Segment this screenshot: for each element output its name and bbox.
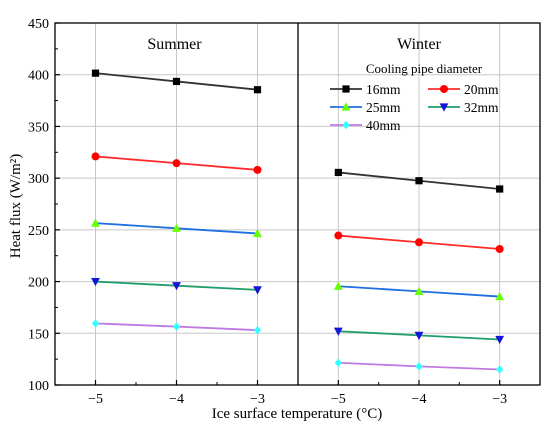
data-point-16mm xyxy=(496,185,504,193)
x-tick-label: −5 xyxy=(88,392,103,407)
x-tick-label: −5 xyxy=(331,392,346,407)
legend-item-20mm: 20mm xyxy=(428,82,499,97)
x-tick-label: −3 xyxy=(492,392,507,407)
legend-label: 40mm xyxy=(366,118,401,133)
data-point-16mm xyxy=(253,86,262,94)
y-tick-label: 300 xyxy=(28,172,49,187)
legend-label: 32mm xyxy=(464,100,499,115)
legend-item-25mm: 25mm xyxy=(330,100,401,115)
legend-swatch-marker xyxy=(440,85,448,93)
data-point-25mm xyxy=(495,291,505,301)
data-point-16mm xyxy=(91,69,100,77)
x-axis-title: Ice surface temperature (°C) xyxy=(212,406,382,422)
data-point-20mm xyxy=(415,238,423,247)
legend-swatch-marker xyxy=(342,85,350,93)
data-point-40mm xyxy=(91,319,100,328)
x-tick-label: −4 xyxy=(169,392,184,407)
data-point-32mm xyxy=(172,282,181,291)
legend-title: Cooling pipe diameter xyxy=(366,61,483,76)
legend-item-32mm: 32mm xyxy=(428,100,499,115)
data-point-25mm xyxy=(253,228,262,238)
legend-swatch-marker xyxy=(342,120,350,130)
legend-item-16mm: 16mm xyxy=(330,82,401,97)
panel-winter-series xyxy=(333,168,505,374)
y-tick-label: 200 xyxy=(28,276,49,291)
text-layer: Heat flux (W/m²) Ice surface temperature… xyxy=(8,17,507,422)
y-tick-label: 350 xyxy=(28,120,49,135)
data-point-40mm xyxy=(415,362,423,371)
data-point-32mm xyxy=(91,277,100,287)
data-point-32mm xyxy=(333,327,343,336)
data-point-32mm xyxy=(414,331,424,340)
data-point-40mm xyxy=(253,325,262,335)
data-point-32mm xyxy=(495,335,505,345)
data-point-40mm xyxy=(334,358,342,367)
y-axis-title: Heat flux (W/m²) xyxy=(8,154,24,258)
data-point-25mm xyxy=(91,218,100,227)
data-point-16mm xyxy=(172,77,181,86)
legend: Cooling pipe diameter 16mm 20mm 25mm 32mm 40m… xyxy=(330,61,499,133)
y-tick-label: 450 xyxy=(28,17,49,32)
legend-swatch-marker xyxy=(439,103,449,112)
data-point-25mm xyxy=(414,286,424,295)
data-point-25mm xyxy=(172,223,181,232)
legend-swatch-marker xyxy=(341,102,351,111)
data-point-32mm xyxy=(253,286,262,295)
panel-title-summer: Summer xyxy=(147,36,202,53)
panel-title-winter: Winter xyxy=(397,36,441,53)
frame-layer xyxy=(54,22,541,386)
x-tick-label: −4 xyxy=(412,392,427,407)
y-tick-label: 100 xyxy=(28,379,49,394)
data-point-40mm xyxy=(172,322,181,331)
data-point-20mm xyxy=(334,231,343,240)
data-point-40mm xyxy=(496,365,504,374)
data-point-25mm xyxy=(333,281,343,290)
y-tick-label: 250 xyxy=(28,224,49,239)
y-tick-label: 400 xyxy=(28,69,49,84)
data-point-16mm xyxy=(415,177,423,185)
legend-label: 20mm xyxy=(464,82,499,97)
legend-item-40mm: 40mm xyxy=(330,118,401,133)
panel-summer-series xyxy=(91,69,262,335)
data-point-20mm xyxy=(495,244,504,253)
data-point-20mm xyxy=(253,165,262,174)
y-tick-label: 150 xyxy=(28,327,49,342)
data-point-20mm xyxy=(91,152,100,161)
series-layer xyxy=(91,69,505,374)
data-point-20mm xyxy=(172,159,181,168)
legend-label: 16mm xyxy=(366,82,401,97)
legend-label: 25mm xyxy=(366,100,401,115)
data-point-16mm xyxy=(334,168,342,177)
x-tick-label: −3 xyxy=(250,392,265,407)
